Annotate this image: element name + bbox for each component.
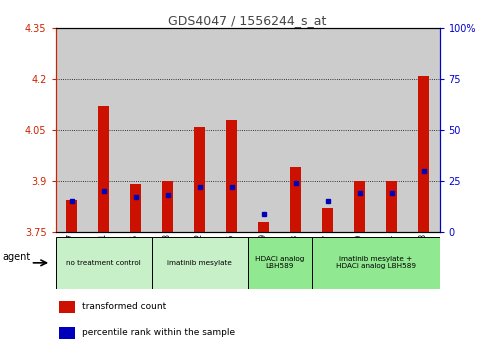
Bar — [152, 28, 184, 232]
Bar — [343, 28, 376, 232]
Bar — [152, 237, 248, 289]
Bar — [59, 301, 75, 313]
Title: GDS4047 / 1556244_s_at: GDS4047 / 1556244_s_at — [169, 14, 327, 27]
Bar — [386, 181, 397, 232]
Bar — [312, 28, 343, 232]
Bar — [226, 120, 237, 232]
Text: transformed count: transformed count — [83, 302, 167, 312]
Bar — [59, 327, 75, 339]
Text: imatinib mesylate +
HDACi analog LBH589: imatinib mesylate + HDACi analog LBH589 — [336, 256, 415, 269]
Bar — [56, 237, 152, 289]
Bar — [376, 28, 408, 232]
Text: agent: agent — [3, 252, 31, 262]
Bar — [98, 106, 109, 232]
Text: no treatment control: no treatment control — [66, 260, 141, 266]
Bar — [194, 127, 205, 232]
Bar — [354, 181, 365, 232]
Bar — [418, 76, 429, 232]
Bar — [258, 222, 269, 232]
Text: percentile rank within the sample: percentile rank within the sample — [83, 328, 236, 337]
Text: imatinib mesylate: imatinib mesylate — [167, 260, 232, 266]
Bar — [408, 28, 440, 232]
Bar — [184, 28, 215, 232]
Bar — [130, 184, 141, 232]
Bar — [87, 28, 120, 232]
Bar — [248, 28, 280, 232]
Bar — [290, 167, 301, 232]
Bar — [66, 200, 77, 232]
Bar — [120, 28, 152, 232]
Bar — [280, 28, 312, 232]
Bar — [312, 237, 440, 289]
Bar — [322, 208, 333, 232]
Text: HDACi analog
LBH589: HDACi analog LBH589 — [255, 256, 304, 269]
Bar — [162, 181, 173, 232]
Bar — [215, 28, 248, 232]
Bar — [56, 28, 87, 232]
Bar — [248, 237, 312, 289]
